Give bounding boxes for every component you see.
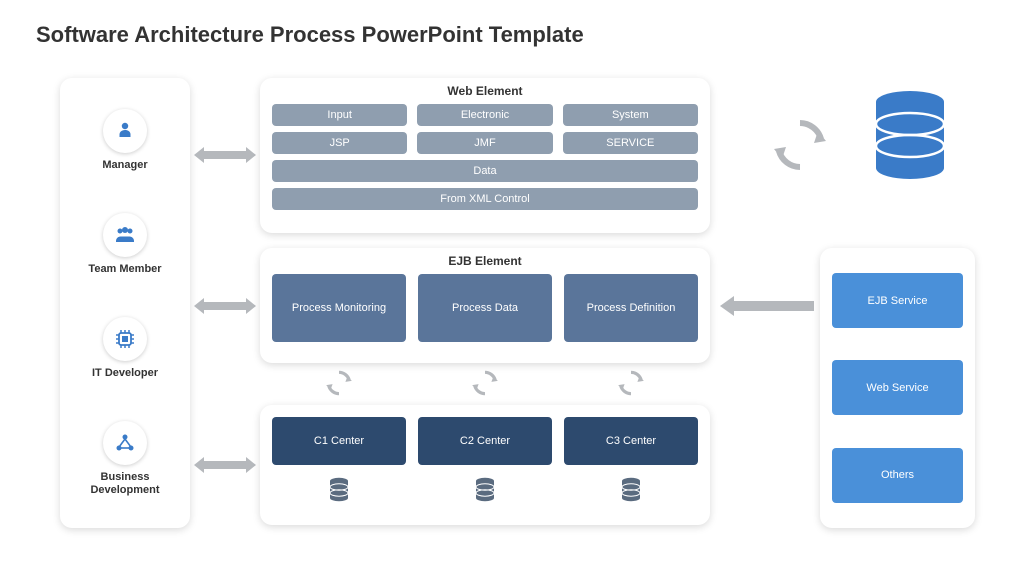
web-box-input: Input bbox=[272, 104, 407, 126]
ejb-box-monitoring: Process Monitoring bbox=[272, 274, 406, 342]
web-box-electronic: Electronic bbox=[417, 104, 552, 126]
web-header: Web Element bbox=[272, 84, 698, 98]
bidir-arrow-icon bbox=[194, 298, 256, 314]
bidir-arrow-icon bbox=[194, 147, 256, 163]
role-label: Business Development bbox=[65, 471, 185, 497]
ejb-element-panel: EJB Element Process Monitoring Process D… bbox=[260, 248, 710, 363]
ejb-header: EJB Element bbox=[272, 254, 698, 268]
services-panel: EJB Service Web Service Others bbox=[820, 248, 975, 528]
manager-icon bbox=[103, 109, 147, 153]
left-arrow-icon bbox=[720, 296, 814, 316]
centers-panel: C1 Center C2 Center C3 Center bbox=[260, 405, 710, 525]
role-it-developer: IT Developer bbox=[92, 317, 158, 380]
network-icon bbox=[103, 421, 147, 465]
service-others: Others bbox=[832, 448, 963, 503]
role-label: Manager bbox=[102, 159, 147, 172]
role-business-dev: Business Development bbox=[65, 421, 185, 497]
cycle-icon bbox=[469, 367, 501, 399]
ejb-box-data: Process Data bbox=[418, 274, 552, 342]
center-box-c2: C2 Center bbox=[418, 417, 552, 465]
role-manager: Manager bbox=[102, 109, 147, 172]
web-box-xml: From XML Control bbox=[272, 188, 698, 210]
cycle-row bbox=[272, 367, 698, 399]
web-box-jsp: JSP bbox=[272, 132, 407, 154]
bidir-arrow-icon bbox=[194, 457, 256, 473]
database-small-icon bbox=[474, 477, 496, 503]
database-icon bbox=[870, 90, 950, 190]
database-small-icon bbox=[620, 477, 642, 503]
database-small-icon bbox=[328, 477, 350, 503]
center-box-c3: C3 Center bbox=[564, 417, 698, 465]
page-title: Software Architecture Process PowerPoint… bbox=[36, 22, 584, 48]
service-web: Web Service bbox=[832, 360, 963, 415]
center-box-c1: C1 Center bbox=[272, 417, 406, 465]
role-label: IT Developer bbox=[92, 367, 158, 380]
team-icon bbox=[103, 213, 147, 257]
web-box-jmf: JMF bbox=[417, 132, 552, 154]
web-box-data: Data bbox=[272, 160, 698, 182]
ejb-box-definition: Process Definition bbox=[564, 274, 698, 342]
web-box-system: System bbox=[563, 104, 698, 126]
roles-panel: Manager Team Member IT Developer Busines… bbox=[60, 78, 190, 528]
web-element-panel: Web Element Input Electronic System JSP … bbox=[260, 78, 710, 233]
service-ejb: EJB Service bbox=[832, 273, 963, 328]
web-box-service: SERVICE bbox=[563, 132, 698, 154]
role-label: Team Member bbox=[88, 263, 161, 276]
role-team-member: Team Member bbox=[88, 213, 161, 276]
cycle-icon bbox=[770, 115, 830, 180]
cycle-icon bbox=[615, 367, 647, 399]
chip-icon bbox=[103, 317, 147, 361]
cycle-icon bbox=[323, 367, 355, 399]
